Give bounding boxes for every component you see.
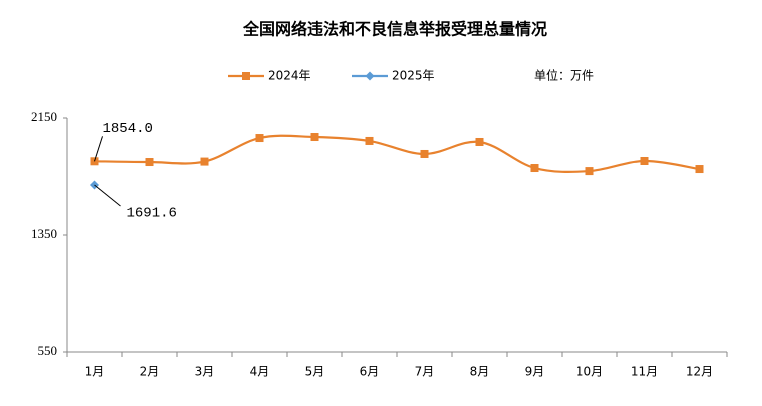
data-label: 1854.0: [103, 121, 153, 137]
x-tick-label: 7月: [415, 365, 435, 379]
legend-marker: [365, 71, 375, 81]
x-tick-label: 10月: [576, 365, 603, 379]
label-leader: [94, 184, 121, 207]
x-tick-label: 9月: [525, 365, 545, 379]
point-marker: [200, 157, 209, 166]
point-marker: [475, 137, 484, 146]
point-marker: [255, 134, 264, 143]
legend-label: 2025年: [392, 69, 435, 83]
y-tick-label: 2150: [31, 109, 57, 124]
unit-annotation: 单位：万件: [534, 68, 594, 83]
x-tick-label: 2月: [140, 365, 160, 379]
point-marker: [310, 133, 319, 142]
point-marker: [530, 164, 539, 173]
x-tick-label: 6月: [360, 365, 380, 379]
point-marker: [365, 136, 374, 145]
legend-label: 2024年: [268, 69, 311, 83]
y-tick-label: 550: [38, 343, 58, 358]
chart-title: 全国网络违法和不良信息举报受理总量情况: [242, 20, 547, 39]
point-marker: [420, 149, 429, 158]
point-marker: [695, 165, 704, 174]
legend-marker: [242, 72, 250, 80]
series-line: [94, 134, 700, 174]
x-tick-label: 8月: [470, 365, 490, 379]
x-tick-label: 3月: [195, 365, 215, 379]
x-tick-label: 12月: [686, 365, 713, 379]
point-marker: [145, 158, 154, 167]
point-marker: [585, 167, 594, 176]
y-tick-label: 1350: [31, 226, 57, 241]
label-leader: [94, 136, 103, 162]
x-tick-label: 1月: [85, 365, 105, 379]
x-tick-label: 5月: [305, 365, 325, 379]
x-tick-label: 11月: [631, 365, 658, 379]
x-tick-label: 4月: [250, 365, 270, 379]
data-label: 1691.6: [127, 206, 177, 222]
point-marker: [640, 156, 649, 165]
